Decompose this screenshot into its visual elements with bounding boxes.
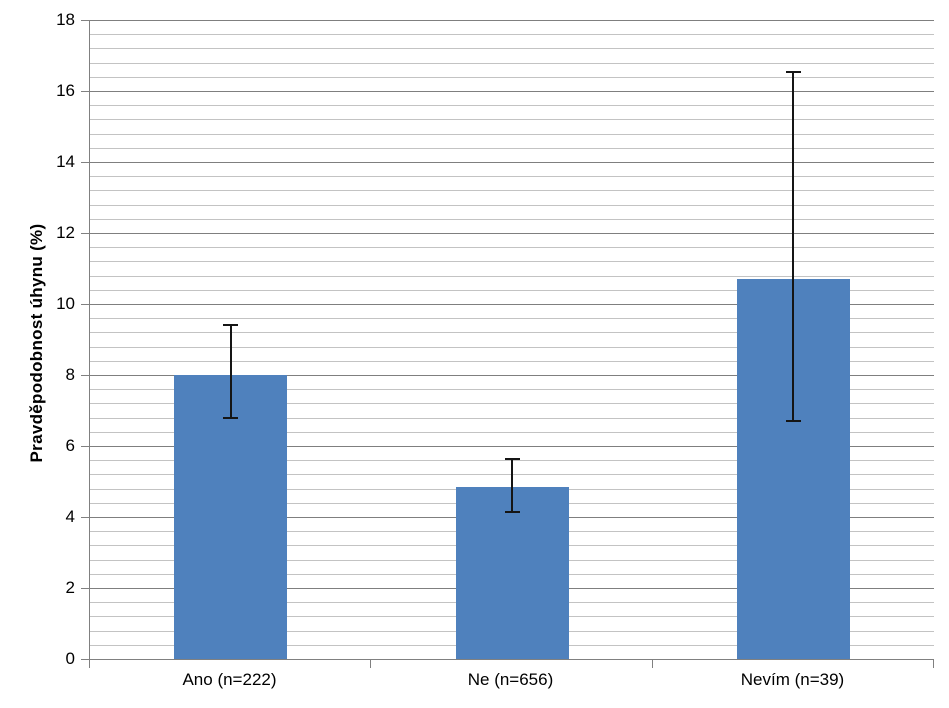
plot-area	[89, 20, 934, 660]
y-tick-label: 12	[56, 223, 75, 242]
minor-gridline	[90, 247, 934, 248]
minor-gridline	[90, 105, 934, 106]
x-category-label: Ne (n=656)	[467, 670, 554, 689]
y-axis-tick	[81, 446, 89, 447]
minor-gridline	[90, 403, 934, 404]
minor-gridline	[90, 389, 934, 390]
x-axis-tick	[89, 660, 90, 668]
y-axis-tick	[81, 91, 89, 92]
minor-gridline	[90, 48, 934, 49]
x-axis-tick	[933, 660, 934, 668]
minor-gridline	[90, 148, 934, 149]
y-axis-tick	[81, 304, 89, 305]
minor-gridline	[90, 418, 934, 419]
minor-gridline	[90, 190, 934, 191]
x-axis-tick	[652, 660, 653, 668]
minor-gridline	[90, 290, 934, 291]
error-bar-cap-top-1	[505, 458, 520, 460]
error-bar-cap-top-0	[223, 324, 238, 326]
y-axis-tick	[81, 588, 89, 589]
minor-gridline	[90, 63, 934, 64]
bar-1	[456, 487, 569, 659]
x-axis-tick	[370, 660, 371, 668]
error-bar-cap-bottom-1	[505, 511, 520, 513]
major-gridline	[90, 233, 934, 234]
y-axis-title: Pravděpodobnost úhynu (%)	[27, 223, 46, 463]
minor-gridline	[90, 134, 934, 135]
error-bar-cap-bottom-2	[786, 420, 801, 422]
y-axis-tick	[81, 162, 89, 163]
minor-gridline	[90, 432, 934, 433]
minor-gridline	[90, 361, 934, 362]
minor-gridline	[90, 119, 934, 120]
minor-gridline	[90, 332, 934, 333]
minor-gridline	[90, 347, 934, 348]
major-gridline	[90, 91, 934, 92]
minor-gridline	[90, 318, 934, 319]
y-tick-label: 0	[65, 649, 75, 668]
bar-0	[174, 375, 287, 659]
minor-gridline	[90, 176, 934, 177]
y-axis-tick	[81, 375, 89, 376]
minor-gridline	[90, 219, 934, 220]
minor-gridline	[90, 261, 934, 262]
x-category-label: Ano (n=222)	[182, 670, 277, 689]
major-gridline	[90, 20, 934, 21]
y-axis-tick	[81, 233, 89, 234]
error-bar-line-0	[230, 324, 232, 418]
y-tick-label: 2	[65, 578, 75, 597]
error-bar-line-2	[792, 71, 794, 421]
y-axis-tick	[81, 659, 89, 660]
major-gridline	[90, 162, 934, 163]
y-tick-label: 4	[65, 507, 75, 526]
y-tick-label: 14	[56, 152, 75, 171]
error-bar-cap-top-2	[786, 71, 801, 73]
minor-gridline	[90, 205, 934, 206]
minor-gridline	[90, 34, 934, 35]
x-category-label: Nevím (n=39)	[740, 670, 845, 689]
error-bar-line-1	[511, 458, 513, 511]
minor-gridline	[90, 276, 934, 277]
y-axis-tick	[81, 517, 89, 518]
y-tick-label: 6	[65, 436, 75, 455]
major-gridline	[90, 446, 934, 447]
major-gridline	[90, 304, 934, 305]
y-tick-label: 18	[56, 10, 75, 29]
y-axis-tick	[81, 20, 89, 21]
error-bar-cap-bottom-0	[223, 417, 238, 419]
y-tick-label: 16	[56, 81, 75, 100]
minor-gridline	[90, 77, 934, 78]
major-gridline	[90, 375, 934, 376]
y-tick-label: 8	[65, 365, 75, 384]
y-tick-label: 10	[56, 294, 75, 313]
